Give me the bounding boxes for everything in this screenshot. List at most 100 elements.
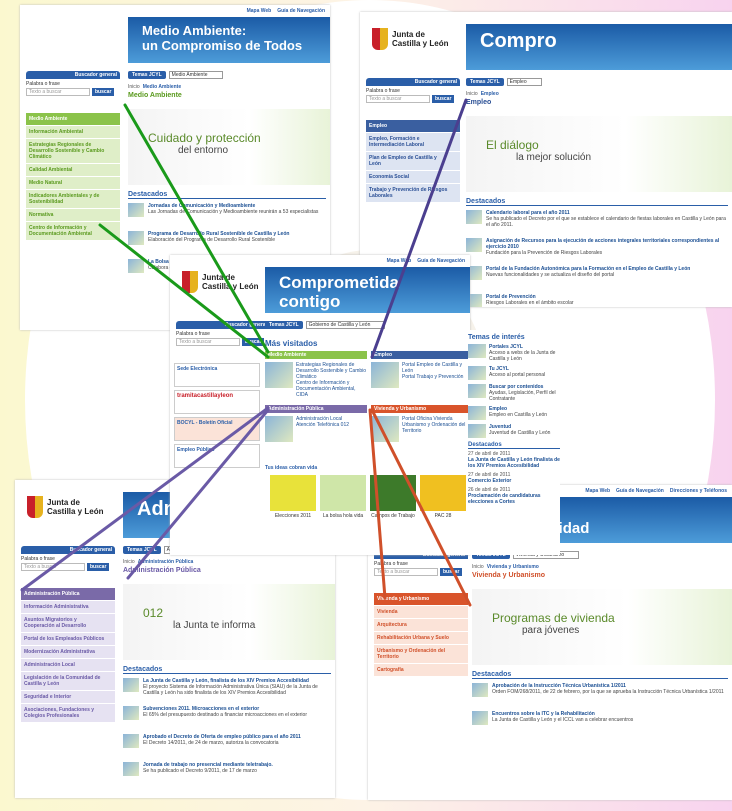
highlight-image [123, 734, 139, 748]
breadcrumb-item[interactable]: Administración Pública [137, 559, 194, 565]
topic-link[interactable]: Portal Empleo de Castilla y León [402, 362, 463, 374]
topic-box-body: Portal Oficina Vivienda Urbanismo y Orden… [371, 416, 470, 442]
highlight-title[interactable]: Encuentros sobre la ITC y la Rehabilitac… [492, 711, 595, 717]
highlight-title[interactable]: Asignación de Recursos para la ejecución… [486, 238, 720, 250]
breadcrumb-item[interactable]: Inicio [123, 559, 135, 565]
nav-link[interactable]: Guía de Navegación [277, 8, 325, 14]
highlight-title[interactable]: Portal de Prevención [486, 294, 536, 300]
top-nav: Mapa Web Guía de Navegación [387, 258, 465, 264]
nav-link[interactable]: Guía de Navegación [417, 258, 465, 264]
highlight-text: El proyecto Sistema de Información Admin… [143, 684, 318, 696]
nav-link[interactable]: Mapa Web [386, 258, 412, 264]
menu-item[interactable]: Rehabilitación Urbana y Suelo [374, 632, 468, 645]
menu-item[interactable]: Asociaciones, Fundaciones y Colegios Pro… [21, 704, 115, 723]
menu-item[interactable]: Legislación de la Comunidad de Castilla … [21, 672, 115, 691]
topic-link[interactable]: Portal Trabajo y Prevención [402, 374, 464, 380]
interest-link[interactable]: Juventud [489, 424, 512, 430]
menu-item[interactable]: Centro de Información y Documentación Am… [26, 222, 120, 241]
menu-item[interactable]: Portal de los Empleados Públicos [21, 633, 115, 646]
highlight-item: Jornadas de Comunicación y Medioambiente… [128, 203, 324, 217]
menu-header[interactable]: Administración Pública [21, 588, 115, 601]
interest-link[interactable]: Portales JCYL [489, 344, 523, 350]
menu-header[interactable]: Medio Ambiente [26, 113, 120, 126]
menu-item[interactable]: Cartografía [374, 664, 468, 677]
news-link[interactable]: Proclamación de candidaturas elecciones … [468, 493, 541, 505]
service-label[interactable]: Sede Electrónica [177, 366, 218, 372]
search-input[interactable]: Texto a buscar [176, 338, 240, 346]
search-button[interactable]: buscar [92, 88, 115, 96]
menu-item[interactable]: Plan de Empleo de Castilla y León [366, 152, 460, 171]
topic-link[interactable]: Administración Local [296, 416, 343, 422]
topic-link[interactable]: Centro de Información y Documentación Am… [296, 380, 356, 398]
carousel-caption[interactable]: Elecciones 2011 [274, 513, 312, 519]
breadcrumb-item[interactable]: Inicio [128, 84, 140, 90]
breadcrumb-item[interactable]: Empleo [480, 91, 499, 97]
interest-link[interactable]: Tu JCYL [489, 366, 509, 372]
highlight-title[interactable]: Calendario laboral para el año 2011 [486, 210, 570, 216]
interest-link[interactable]: Empleo [489, 406, 508, 412]
menu-item[interactable]: Administración Local [21, 659, 115, 672]
highlight-title[interactable]: Portal de la Fundación Autonómica para l… [486, 266, 691, 272]
search-button[interactable]: buscar [87, 563, 110, 571]
highlight-title[interactable]: Aprobación de la Instrucción Técnica Urb… [492, 683, 626, 689]
carousel-caption[interactable]: PAC 28 [434, 513, 452, 519]
nav-link[interactable]: Mapa Web [585, 488, 611, 494]
nav-link[interactable]: Direcciones y Teléfonos [669, 488, 727, 494]
topics-select[interactable]: Gobierno de Castilla y León [305, 321, 386, 329]
search-button[interactable]: buscar [242, 338, 265, 346]
search-input[interactable]: Texto a buscar [21, 563, 85, 571]
highlight-body: Encuentros sobre la ITC y la Rehabilitac… [492, 711, 633, 725]
interest-link[interactable]: Buscar por contenidos [489, 384, 544, 390]
menu-header[interactable]: Vivienda y Urbanismo [374, 593, 468, 606]
breadcrumb-item[interactable]: Vivienda y Urbanismo [486, 564, 539, 570]
interest-body: Empleo Empleo en Castilla y León [489, 406, 547, 420]
highlight-title[interactable]: Aprobado el Decreto de Oferta de empleo … [143, 734, 301, 740]
menu-header[interactable]: Empleo [366, 120, 460, 133]
search-input[interactable]: Texto a buscar [26, 88, 90, 96]
menu-item[interactable]: Vivienda [374, 606, 468, 619]
menu-item[interactable]: Urbanismo y Ordenación del Territorio [374, 645, 468, 664]
search-button[interactable]: buscar [440, 568, 463, 576]
nav-link[interactable]: Guía de Navegación [616, 488, 664, 494]
service-label[interactable]: BOCYL - Boletín Oficial [177, 420, 233, 426]
carousel-caption[interactable]: La bolsa hola vida [322, 513, 364, 519]
topic-link[interactable]: Urbanismo y Ordenación del Territorio [402, 422, 466, 434]
breadcrumb-item[interactable]: Inicio [466, 91, 478, 97]
highlight-title[interactable]: La Junta de Castilla y León, finalista d… [143, 678, 309, 684]
search-input[interactable]: Texto a buscar [374, 568, 438, 576]
menu-item[interactable]: Información Administrativa [21, 601, 115, 614]
menu-item[interactable]: Modernización Administrativa [21, 646, 115, 659]
topic-link[interactable]: Atención Telefónica 012 [296, 422, 350, 428]
carousel-caption[interactable]: Campos de Trabajo [371, 513, 415, 519]
menu-item[interactable]: Información Ambiental [26, 126, 120, 139]
highlight-title[interactable]: Subvenciones 2011. Microacciones en el e… [143, 706, 260, 712]
highlight-title[interactable]: Jornada de trabajo no presencial mediant… [143, 762, 273, 768]
menu-item[interactable]: Economía Social [366, 171, 460, 184]
news-link[interactable]: Comercio Exterior [468, 478, 512, 484]
service-label[interactable]: tramitacastillayleon [177, 393, 234, 399]
nav-link[interactable]: Mapa Web [246, 8, 272, 14]
news-link[interactable]: La Junta de Castilla y León finalista de… [468, 457, 560, 469]
menu-item[interactable]: Empleo, Formación e Intermediación Labor… [366, 133, 460, 152]
breadcrumb-item[interactable]: Inicio [472, 564, 484, 570]
menu-item[interactable]: Trabajo y Prevención de Riesgos Laborale… [366, 184, 460, 203]
menu-item[interactable]: Seguridad e Interior [21, 691, 115, 704]
menu-item[interactable]: Asuntos Migratorios y Cooperación al Des… [21, 614, 115, 633]
menu-item[interactable]: Calidad Ambiental [26, 164, 120, 177]
topics-select[interactable]: Medio Ambiente [168, 71, 223, 79]
search-button[interactable]: buscar [432, 95, 455, 103]
menu-item[interactable]: Indicadores Ambientales y de Sostenibili… [26, 190, 120, 209]
menu-item[interactable]: Estrategias Regionales de Desarrollo Sos… [26, 139, 120, 164]
interest-body: Juventud Juventud de Castilla y León [489, 424, 550, 438]
service-label[interactable]: Empleo Público [177, 447, 215, 453]
topic-link[interactable]: Estrategias Regionales de Desarrollo Sos… [296, 362, 367, 380]
breadcrumb-item[interactable]: Medio Ambiente [142, 84, 182, 90]
section-title: Empleo [466, 99, 492, 106]
menu-item[interactable]: Arquitectura [374, 619, 468, 632]
topics-select[interactable]: Empleo [506, 78, 542, 86]
topics-row: Temas JCYL Empleo [466, 78, 542, 86]
menu-item[interactable]: Normativa [26, 209, 120, 222]
search-input[interactable]: Texto a buscar [366, 95, 430, 103]
highlight-item: Portal de Prevención Riesgos Laborales en… [466, 294, 726, 307]
menu-item[interactable]: Medio Natural [26, 177, 120, 190]
